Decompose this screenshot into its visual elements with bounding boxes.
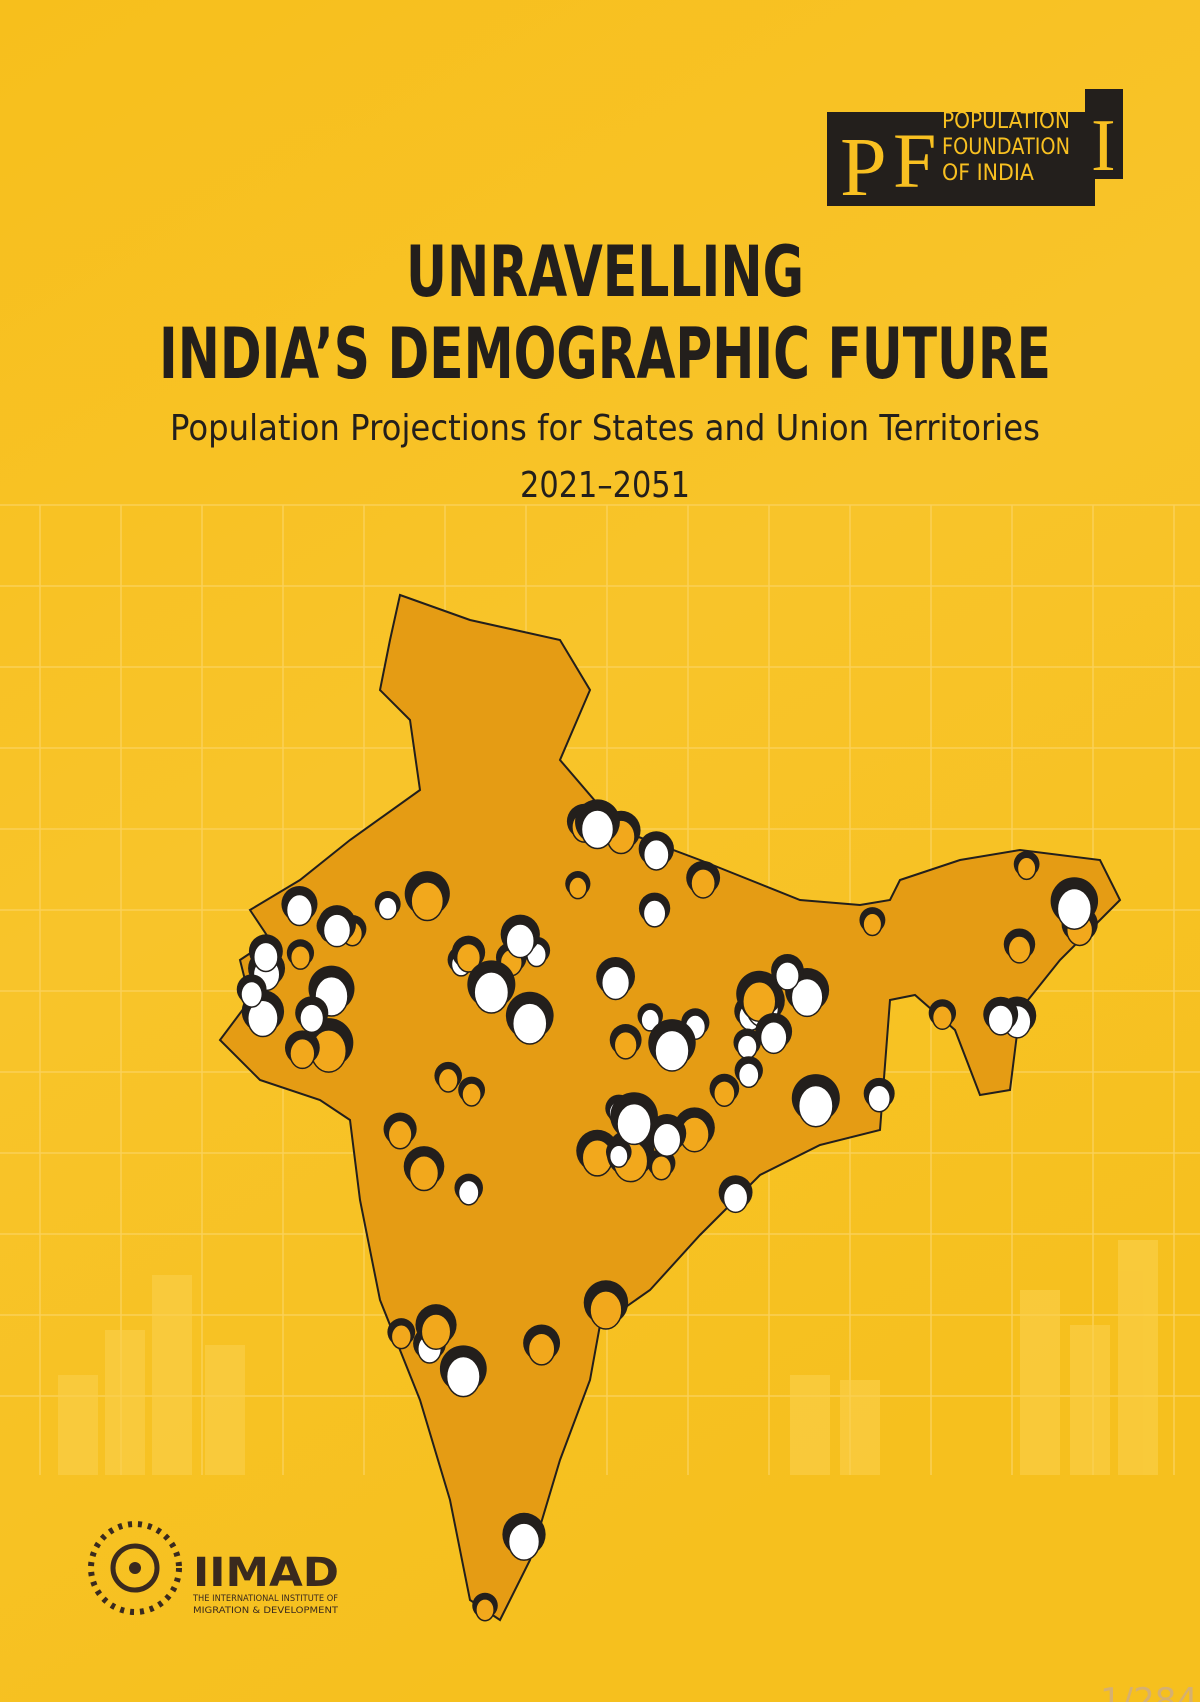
- face: [797, 1084, 834, 1128]
- face: [437, 1067, 459, 1093]
- face: [527, 1332, 556, 1366]
- face: [589, 1290, 623, 1330]
- face: [652, 1122, 682, 1157]
- face: [642, 899, 667, 928]
- face: [1016, 856, 1037, 881]
- face: [445, 1355, 481, 1398]
- face: [608, 1144, 629, 1168]
- face: [722, 1182, 749, 1214]
- face: [736, 1034, 758, 1060]
- logo-letter: P: [840, 121, 887, 214]
- face: [507, 1522, 541, 1561]
- face: [640, 1008, 661, 1032]
- logo-line: FOUNDATION: [942, 135, 1070, 160]
- logo-letter: I: [1091, 105, 1116, 187]
- face: [654, 1029, 690, 1072]
- face: [600, 965, 631, 1001]
- partner-name: IIMAD: [193, 1550, 339, 1596]
- face: [987, 1004, 1014, 1036]
- face: [862, 912, 883, 937]
- title-line: INDIA’S DEMOGRAPHIC FUTURE: [159, 313, 1051, 395]
- logo-line: POPULATION: [942, 109, 1070, 134]
- logo-line: OF INDIA: [942, 161, 1034, 186]
- face: [455, 942, 482, 973]
- logo-box: [827, 112, 1095, 206]
- title-line: UNRAVELLING: [406, 231, 804, 313]
- face: [737, 1062, 760, 1089]
- face: [410, 881, 445, 922]
- face: [650, 1154, 673, 1181]
- iimad-emblem: [110, 1543, 160, 1593]
- logo-letter: F: [893, 117, 936, 204]
- face: [387, 1119, 413, 1150]
- years: 2021–2051: [520, 465, 690, 506]
- face: [390, 1324, 412, 1350]
- face: [642, 838, 670, 871]
- pfi-logo: P F I POPULATION FOUNDATION OF INDIA: [827, 89, 1123, 214]
- face: [790, 977, 824, 1018]
- face: [377, 896, 398, 921]
- face: [289, 945, 311, 970]
- face: [322, 913, 352, 948]
- page-indicator: 1/284: [1100, 1681, 1198, 1702]
- face: [475, 1598, 495, 1622]
- iimad-emblem: [88, 1521, 182, 1615]
- face: [1007, 935, 1032, 964]
- face: [461, 1082, 482, 1107]
- face: [299, 1003, 325, 1034]
- face: [613, 1030, 638, 1060]
- face: [408, 1155, 440, 1192]
- face: [867, 1084, 892, 1113]
- face: [568, 876, 588, 900]
- face: [247, 999, 279, 1038]
- logo-box: [1085, 89, 1123, 179]
- face: [759, 1021, 788, 1055]
- india-map-illustration: [218, 593, 1122, 1622]
- face: [580, 809, 615, 850]
- face: [1056, 887, 1093, 930]
- face: [931, 1005, 953, 1030]
- iimad-logo: IIMAD THE INTERNATIONAL INSTITUTE OF MIG…: [88, 1521, 339, 1616]
- face: [285, 893, 314, 927]
- face: [420, 1313, 452, 1351]
- partner-line: MIGRATION & DEVELOPMENT: [193, 1606, 339, 1616]
- face: [505, 923, 536, 959]
- face: [690, 868, 717, 899]
- face: [511, 1002, 548, 1045]
- face: [253, 941, 279, 973]
- partner-line: THE INTERNATIONAL INSTITUTE OF: [192, 1594, 338, 1604]
- subtitle: Population Projections for States and Un…: [170, 408, 1040, 449]
- face: [289, 1037, 316, 1070]
- face: [774, 961, 800, 991]
- background-bars: [58, 1240, 1158, 1475]
- face: [616, 1102, 652, 1146]
- face: [240, 980, 264, 1008]
- iimad-emblem: [129, 1562, 141, 1574]
- face: [473, 971, 510, 1014]
- face: [457, 1179, 480, 1206]
- face: [713, 1080, 736, 1107]
